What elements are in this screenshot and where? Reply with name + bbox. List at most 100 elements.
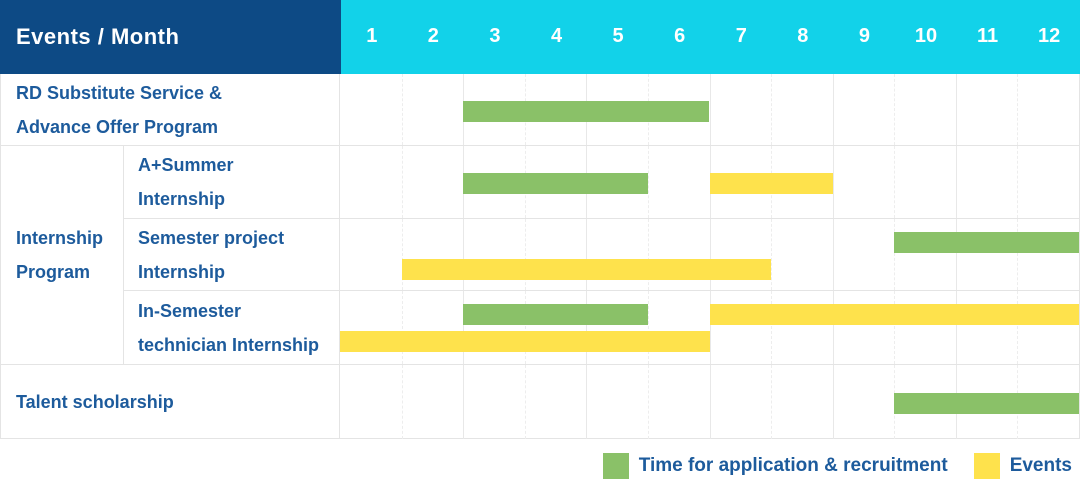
table-row: Talent scholarship [1, 365, 1079, 439]
row-label: RD Substitute Service & Advance Offer Pro… [1, 74, 340, 145]
month-gridline [832, 146, 834, 218]
gantt-bar-application [463, 100, 710, 122]
gantt-bar-application [463, 172, 648, 194]
month-gridline [832, 365, 834, 439]
month-gridline [524, 218, 526, 291]
month-gridline [586, 291, 588, 364]
row-label: A+Summer Internship [124, 146, 340, 218]
month-header-5: 5 [612, 25, 624, 47]
month-gridline [401, 365, 403, 439]
label-line: technician Internship [138, 334, 320, 355]
month-gridline [832, 218, 834, 291]
row-label: Talent scholarship [1, 365, 340, 439]
month-gridline [647, 365, 649, 439]
month-gridline [832, 74, 834, 145]
month-gridline [709, 365, 711, 439]
label-line: A+Summer [138, 154, 234, 175]
month-gridline [894, 218, 896, 291]
gantt-chart-area [340, 291, 1079, 364]
label-line: Program [16, 262, 91, 282]
month-header-9: 9 [858, 25, 870, 47]
month-gridline [955, 146, 957, 218]
gantt-chart-area [340, 74, 1079, 145]
label-line: In-Semester [138, 300, 242, 321]
month-gridline [955, 291, 957, 364]
table-body: RD Substitute Service & Advance Offer Pro… [1, 74, 1079, 439]
legend-label: Time for application & recruitment [638, 455, 948, 476]
row-label: In-Semester technician Internship [124, 291, 340, 364]
month-gridline [647, 146, 649, 218]
gantt-bar-events [340, 331, 710, 353]
month-header-7: 7 [735, 25, 747, 47]
label-line: Talent scholarship [16, 392, 174, 412]
label-line: Internship [138, 261, 226, 282]
month-gridline [586, 218, 588, 291]
month-header-3: 3 [489, 25, 501, 47]
table-row: A+Summer Internship [124, 146, 1079, 219]
month-gridline [894, 146, 896, 218]
month-gridline [401, 291, 403, 364]
month-gridline [463, 291, 465, 364]
month-gridline [1017, 291, 1019, 364]
month-header-6: 6 [674, 25, 686, 47]
month-gridline [709, 218, 711, 291]
month-gridline [955, 218, 957, 291]
month-header-strip: 1 2 3 4 5 6 7 8 9 10 11 12 [341, 0, 1080, 74]
gantt-bar-events [709, 172, 833, 194]
month-gridline [1017, 218, 1019, 291]
month-gridline [524, 291, 526, 364]
legend-swatch-application [602, 453, 629, 479]
month-gridline [709, 291, 711, 364]
month-gridline [771, 291, 773, 364]
month-gridline [771, 365, 773, 439]
legend-swatch-events [973, 453, 1000, 479]
events-month-header-cell: Events / Month [0, 0, 341, 74]
month-header-1: 1 [366, 25, 378, 47]
table-row: RD Substitute Service & Advance Offer Pro… [1, 74, 1079, 146]
month-header-12: 12 [1038, 25, 1061, 47]
month-gridline [832, 291, 834, 364]
month-header-2: 2 [427, 25, 439, 47]
gantt-bar-application [894, 231, 1079, 253]
month-gridline [894, 291, 896, 364]
table-row: In-Semester technician Internship [124, 291, 1079, 364]
events-schedule-table: Events / Month 1 2 3 4 5 6 7 8 9 10 11 12 RD Substi… [0, 0, 1080, 439]
row-label: Semester project Internship [124, 218, 340, 291]
month-gridline [463, 218, 465, 291]
month-header-8: 8 [797, 25, 809, 47]
label-line: Advance Offer Program [16, 116, 219, 137]
label-line: Internship [16, 228, 104, 248]
group-label: Internship Program [1, 146, 124, 364]
gantt-chart-area [340, 218, 1079, 291]
table-header-row: Events / Month 1 2 3 4 5 6 7 8 9 10 11 12 [0, 0, 1080, 74]
label-line: RD Substitute Service & [16, 82, 223, 103]
month-gridline [647, 218, 649, 291]
month-gridline [709, 74, 711, 145]
month-gridline [401, 74, 403, 145]
month-gridline [524, 365, 526, 439]
month-gridline [463, 365, 465, 439]
gantt-bar-events [709, 304, 1079, 326]
group-subrows: A+Summer Internship Semester project Intern… [124, 146, 1079, 364]
month-header-10: 10 [914, 25, 938, 47]
month-gridline [1017, 74, 1019, 145]
label-line: Internship [138, 188, 226, 209]
month-gridline [586, 365, 588, 439]
month-gridline [401, 218, 403, 291]
label-line: Semester project [138, 227, 285, 248]
month-header-11: 11 [976, 25, 999, 47]
month-gridline [647, 291, 649, 364]
row-group-internship-program: Internship Program A+Summer Internship Semes… [1, 146, 1079, 365]
month-gridline [401, 146, 403, 218]
month-gridline [894, 74, 896, 145]
gantt-bar-application [463, 304, 648, 326]
table-row: Semester project Internship [124, 218, 1079, 292]
gantt-chart-area [340, 146, 1079, 218]
month-gridline [955, 74, 957, 145]
month-gridline [771, 74, 773, 145]
month-header-4: 4 [550, 25, 563, 47]
gantt-bar-events [401, 258, 772, 280]
gantt-bar-application [894, 393, 1079, 414]
legend-label: Events [1009, 455, 1072, 476]
